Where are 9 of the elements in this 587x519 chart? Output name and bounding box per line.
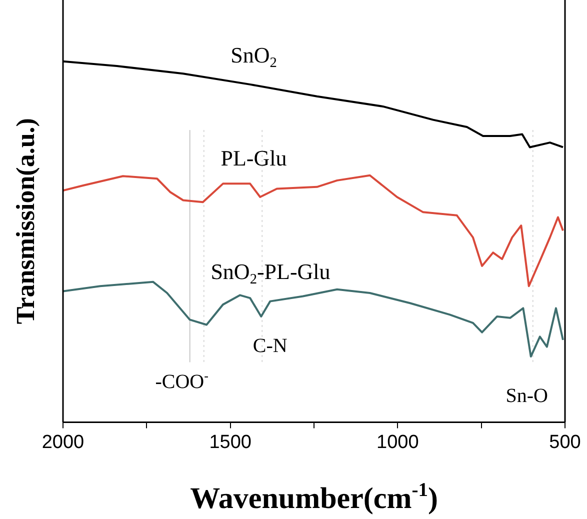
x-tick-label: 500: [549, 432, 581, 453]
x-tick-label: 2000: [42, 432, 84, 453]
y-axis-title: Transmission(a.u.): [11, 118, 40, 324]
ref-line-label: C-N: [252, 335, 288, 357]
x-tick-label: 1500: [209, 432, 252, 453]
series-label: PL-Glu: [220, 146, 287, 171]
ref-line-label: -COO-: [155, 368, 208, 393]
x-tick-label: 1000: [376, 432, 419, 453]
ref-line-label: Sn-O: [506, 385, 548, 407]
